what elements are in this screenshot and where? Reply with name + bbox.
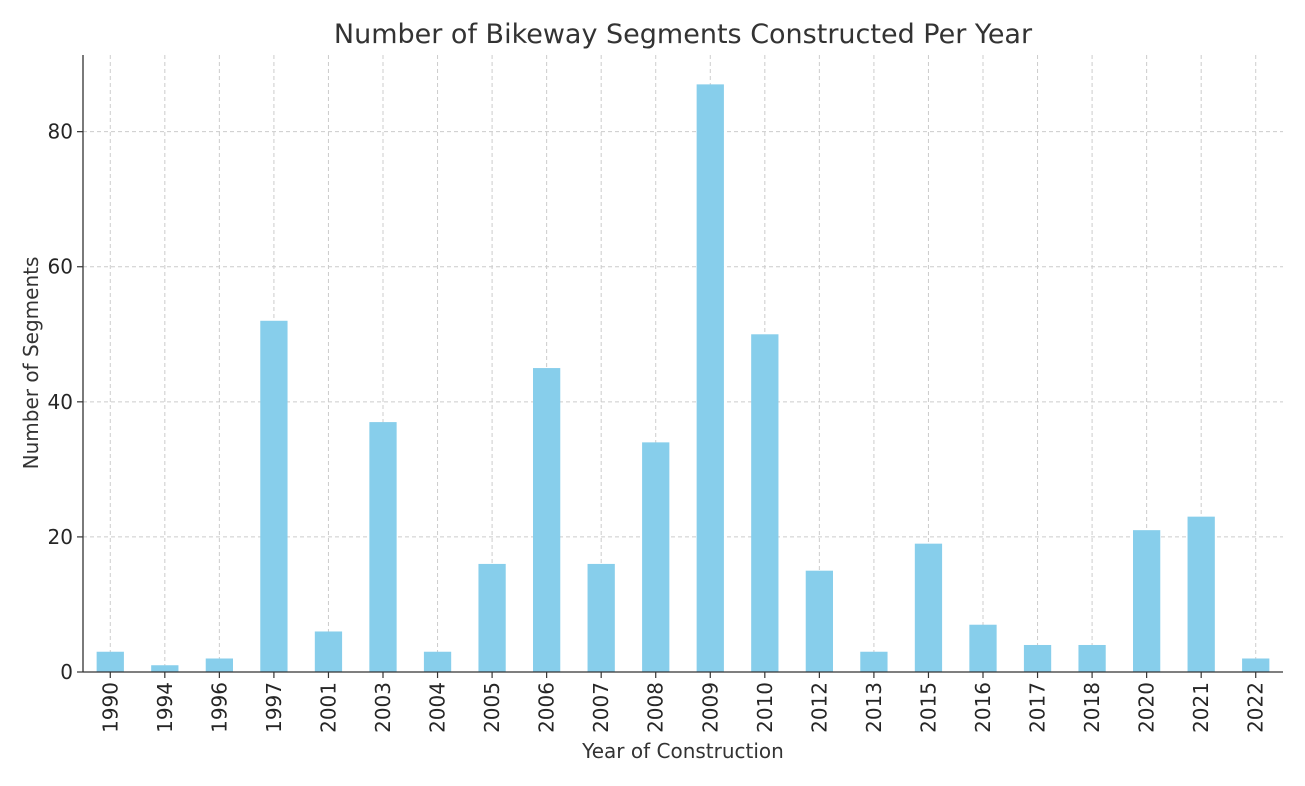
y-ticks: 0 20 40 60 80 bbox=[48, 120, 83, 684]
bar bbox=[1187, 516, 1215, 672]
bar bbox=[205, 658, 233, 672]
bar bbox=[1078, 644, 1106, 672]
x-tick-label: 2006 bbox=[535, 682, 559, 733]
x-ticks: 1990 1994 1996 1997 2001 2003 2004 2005 2006 2007… bbox=[98, 672, 1268, 733]
x-tick-label: 2001 bbox=[316, 682, 340, 733]
x-tick-label: 2005 bbox=[480, 682, 504, 733]
bar bbox=[860, 651, 888, 672]
x-tick-label: 2010 bbox=[753, 682, 777, 733]
x-tick-label: 1994 bbox=[153, 682, 177, 733]
bar bbox=[260, 320, 288, 672]
x-tick-label: 2013 bbox=[862, 682, 886, 733]
bar bbox=[151, 665, 179, 672]
y-tick-label: 40 bbox=[48, 390, 73, 414]
bar bbox=[587, 563, 615, 672]
x-tick-label: 1997 bbox=[262, 682, 286, 733]
axes bbox=[82, 55, 1283, 673]
bar bbox=[751, 334, 779, 672]
x-tick-label: 2015 bbox=[916, 682, 940, 733]
bars bbox=[96, 84, 1270, 672]
x-tick-label: 2004 bbox=[426, 682, 450, 733]
y-tick-label: 80 bbox=[48, 120, 73, 144]
bar bbox=[969, 624, 997, 672]
y-axis-label: Number of Segments bbox=[19, 257, 43, 470]
x-tick-label: 2017 bbox=[1026, 682, 1050, 733]
x-tick-label: 1996 bbox=[207, 682, 231, 733]
x-tick-label: 2009 bbox=[698, 682, 722, 733]
bar bbox=[96, 651, 124, 672]
bar bbox=[478, 563, 506, 672]
bar bbox=[642, 442, 670, 672]
bar bbox=[1133, 530, 1161, 672]
bar bbox=[805, 570, 833, 672]
y-tick-label: 20 bbox=[48, 525, 73, 549]
x-tick-label: 2020 bbox=[1135, 682, 1159, 733]
x-tick-label: 2018 bbox=[1080, 682, 1104, 733]
bar bbox=[1242, 658, 1270, 672]
bar bbox=[533, 368, 561, 672]
x-tick-label: 2008 bbox=[644, 682, 668, 733]
x-tick-label: 2007 bbox=[589, 682, 613, 733]
bar bbox=[914, 543, 943, 672]
bar bbox=[314, 631, 343, 672]
y-tick-label: 0 bbox=[60, 660, 73, 684]
bar bbox=[696, 84, 724, 672]
bar bbox=[1023, 644, 1052, 672]
x-tick-label: 2022 bbox=[1244, 682, 1268, 733]
x-tick-label: 1990 bbox=[98, 682, 122, 733]
x-tick-label: 2016 bbox=[971, 682, 995, 733]
x-tick-label: 2012 bbox=[807, 682, 831, 733]
y-tick-label: 60 bbox=[48, 255, 73, 279]
x-tick-label: 2003 bbox=[371, 682, 395, 733]
bar bbox=[369, 422, 397, 672]
chart-title: Number of Bikeway Segments Constructed P… bbox=[334, 19, 1033, 50]
x-axis-label: Year of Construction bbox=[581, 739, 784, 763]
bar bbox=[423, 651, 452, 672]
x-tick-label: 2021 bbox=[1189, 682, 1213, 733]
